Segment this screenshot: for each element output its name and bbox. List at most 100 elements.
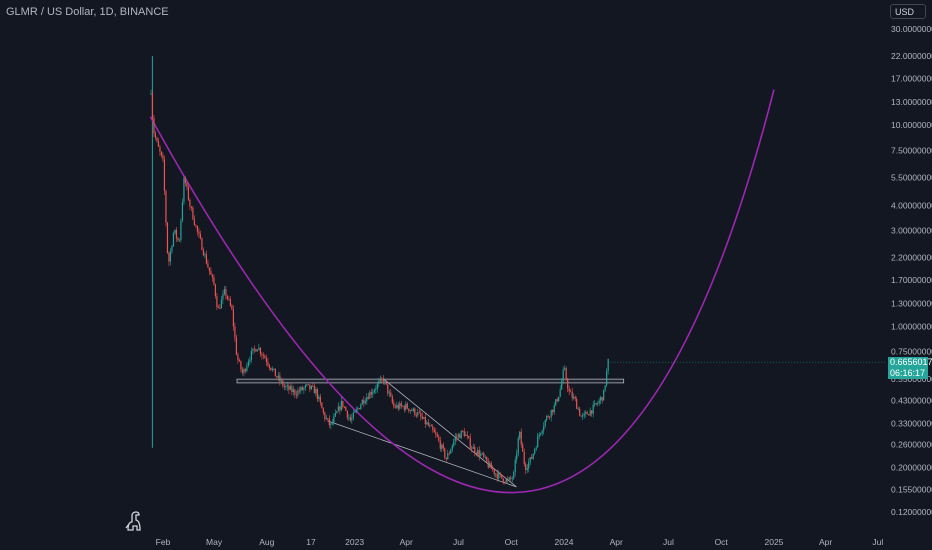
candle-body xyxy=(549,416,551,418)
candle-body xyxy=(283,386,285,387)
time-axis-labels: Feb May Aug 17 2023 Apr Jul Oct 2024 Apr Jul Oct 202… xyxy=(156,537,884,547)
candle-body xyxy=(538,434,540,437)
candle-body xyxy=(174,229,176,234)
candle-body xyxy=(598,400,600,404)
candle-body xyxy=(592,404,594,414)
price-tick-label: 22.00000000 xyxy=(891,51,932,61)
candle-body xyxy=(466,434,468,437)
candle-body xyxy=(331,422,333,424)
candle-body xyxy=(180,220,182,240)
candle-body xyxy=(457,434,459,437)
candle-body xyxy=(439,440,441,449)
dinosaur-icon[interactable] xyxy=(124,510,144,537)
candle-body xyxy=(420,413,422,417)
candle-body xyxy=(297,390,299,396)
candle-body xyxy=(513,472,515,479)
candle-body xyxy=(366,397,368,402)
candle-body xyxy=(361,399,363,405)
candle-body xyxy=(442,444,444,449)
candle-body xyxy=(375,388,377,391)
candle-body xyxy=(322,408,324,413)
candle-body xyxy=(556,399,558,402)
candle-body xyxy=(357,408,359,410)
currency-button[interactable]: USD xyxy=(890,4,926,19)
candle-body xyxy=(193,219,196,225)
candle-body xyxy=(340,400,342,411)
candle-body xyxy=(421,416,423,419)
chart-drawings xyxy=(149,56,775,494)
candle-body xyxy=(334,413,336,417)
candle-body xyxy=(369,392,371,399)
candle-body xyxy=(325,418,327,420)
time-tick-label: 2024 xyxy=(555,537,574,547)
trend-channel-upper xyxy=(383,378,517,488)
candle-body xyxy=(277,375,279,378)
candle-body xyxy=(412,408,414,411)
candle-body xyxy=(244,369,246,372)
candle-body xyxy=(181,202,184,221)
candle-body xyxy=(552,409,554,413)
candle-body xyxy=(397,405,399,409)
candle-body xyxy=(253,348,255,350)
candle-body xyxy=(207,263,209,268)
time-tick-label: 2025 xyxy=(765,537,784,547)
candle-body xyxy=(570,391,572,393)
candle-body xyxy=(433,430,435,433)
candle-body xyxy=(532,453,534,459)
candle-body xyxy=(199,233,202,239)
candle-body xyxy=(582,415,584,417)
candle-body xyxy=(541,430,543,434)
candle-body xyxy=(225,289,227,296)
candle-body xyxy=(381,378,383,380)
candle-body xyxy=(273,368,275,370)
candle-body xyxy=(499,473,501,475)
candle-body xyxy=(417,412,419,416)
time-tick-label: Aug xyxy=(259,537,274,547)
price-tick-label: 7.50000000 xyxy=(891,145,932,155)
time-tick-label: Apr xyxy=(400,537,413,547)
candle-body xyxy=(285,386,287,388)
candle-body xyxy=(271,368,273,370)
candle-body xyxy=(201,238,203,251)
candle-body xyxy=(373,390,375,393)
candle-body xyxy=(195,224,197,227)
trend-channel-lower xyxy=(327,420,517,488)
candle-body xyxy=(157,140,160,147)
candle-body xyxy=(385,380,387,385)
candle-body xyxy=(453,440,455,446)
candle-body xyxy=(163,159,166,192)
candle-body xyxy=(372,392,374,395)
candle-body xyxy=(282,380,284,387)
candle-body xyxy=(573,396,575,398)
price-tick-label: 30.00000000 xyxy=(891,24,932,34)
candle-body xyxy=(469,437,471,448)
candle-body xyxy=(415,415,417,416)
candle-body xyxy=(367,397,369,399)
price-tick-label: 17.00000000 xyxy=(891,74,932,84)
candle-body xyxy=(319,396,321,403)
candle-body xyxy=(291,386,293,393)
price-tick-label: 0.33000000 xyxy=(891,419,932,429)
candle-body xyxy=(480,453,482,457)
candle-body xyxy=(190,206,193,208)
candle-body xyxy=(252,348,254,352)
candle-body xyxy=(351,417,353,421)
candle-body xyxy=(531,457,533,459)
price-tick-label: 3.00000000 xyxy=(891,225,932,235)
candle-body xyxy=(289,386,291,390)
candle-body xyxy=(462,430,464,432)
candle-body xyxy=(312,385,314,387)
candle-body xyxy=(402,405,404,407)
candle-body xyxy=(258,347,260,350)
candle-body xyxy=(187,187,190,200)
symbol-title[interactable]: GLMR / US Dollar, 1D, BINANCE xyxy=(6,6,169,18)
candle-body xyxy=(250,351,252,360)
candle-body xyxy=(535,447,537,450)
candle-body xyxy=(553,405,555,413)
candle-body xyxy=(267,361,269,365)
candle-body xyxy=(525,464,527,471)
candle-body xyxy=(429,425,431,427)
candle-body xyxy=(399,403,401,409)
candle-body xyxy=(534,449,536,454)
